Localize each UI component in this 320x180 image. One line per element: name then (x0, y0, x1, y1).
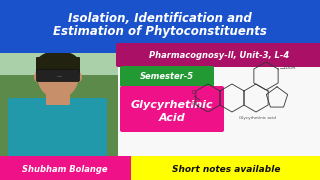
Text: Semester-5: Semester-5 (140, 72, 194, 81)
FancyBboxPatch shape (120, 66, 214, 87)
Ellipse shape (34, 72, 40, 82)
FancyBboxPatch shape (120, 86, 224, 132)
FancyBboxPatch shape (116, 43, 320, 67)
Text: Shubham Bolange: Shubham Bolange (22, 165, 108, 174)
FancyBboxPatch shape (36, 69, 79, 82)
Ellipse shape (37, 51, 79, 99)
Text: HO: HO (192, 102, 198, 106)
FancyBboxPatch shape (46, 83, 70, 105)
FancyBboxPatch shape (36, 57, 80, 73)
FancyBboxPatch shape (0, 156, 132, 180)
Ellipse shape (76, 72, 82, 82)
FancyBboxPatch shape (8, 98, 107, 180)
Text: Glycyrhetinic acid: Glycyrhetinic acid (239, 116, 276, 120)
Text: Short notes available: Short notes available (172, 165, 280, 174)
Text: Glycyrhetinic: Glycyrhetinic (131, 100, 213, 110)
Ellipse shape (37, 51, 79, 73)
Text: Acid: Acid (159, 113, 185, 123)
Polygon shape (0, 50, 118, 75)
Text: O: O (192, 91, 196, 96)
Text: COOH: COOH (284, 66, 296, 70)
Polygon shape (0, 50, 118, 180)
FancyBboxPatch shape (0, 0, 320, 53)
Text: Isolation, Identification and: Isolation, Identification and (68, 12, 252, 24)
Text: Pharmacognosy-ll, Unit-3, L-4: Pharmacognosy-ll, Unit-3, L-4 (149, 51, 289, 60)
Text: Estimation of Phytoconstituents: Estimation of Phytoconstituents (53, 26, 267, 39)
FancyBboxPatch shape (118, 50, 320, 180)
FancyBboxPatch shape (131, 156, 320, 180)
